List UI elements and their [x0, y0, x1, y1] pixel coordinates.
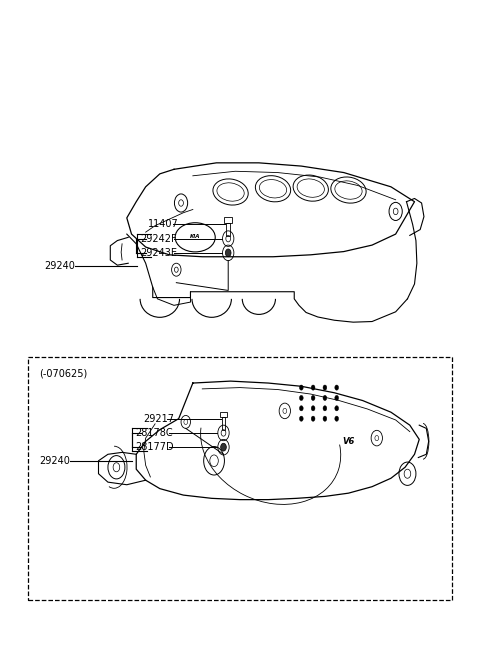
Circle shape — [300, 396, 303, 401]
Circle shape — [226, 249, 231, 256]
Circle shape — [311, 416, 315, 421]
Circle shape — [323, 385, 327, 390]
Circle shape — [300, 416, 303, 421]
Bar — [220, 411, 227, 417]
Text: 28177D: 28177D — [135, 442, 174, 452]
Text: 29217: 29217 — [144, 414, 174, 424]
Text: 29240: 29240 — [39, 456, 71, 466]
Text: 11407: 11407 — [148, 219, 179, 230]
Text: KIA: KIA — [190, 234, 201, 239]
Circle shape — [300, 405, 303, 411]
Circle shape — [311, 405, 315, 411]
Circle shape — [311, 385, 315, 390]
Bar — [225, 217, 232, 223]
Circle shape — [335, 405, 338, 411]
Bar — [227, 223, 230, 236]
Circle shape — [221, 443, 227, 451]
Text: 29242F: 29242F — [140, 234, 177, 243]
Circle shape — [311, 396, 315, 401]
Text: 29243E: 29243E — [140, 248, 177, 258]
Text: (-070625): (-070625) — [39, 369, 88, 379]
Text: 29240: 29240 — [44, 262, 75, 272]
Circle shape — [300, 385, 303, 390]
Text: 28178C: 28178C — [135, 428, 173, 438]
Bar — [222, 417, 226, 430]
Circle shape — [335, 416, 338, 421]
Circle shape — [335, 385, 338, 390]
Circle shape — [323, 416, 327, 421]
Text: V6: V6 — [342, 437, 355, 446]
Circle shape — [323, 396, 327, 401]
Circle shape — [335, 396, 338, 401]
Circle shape — [323, 405, 327, 411]
Bar — [28, 357, 452, 600]
